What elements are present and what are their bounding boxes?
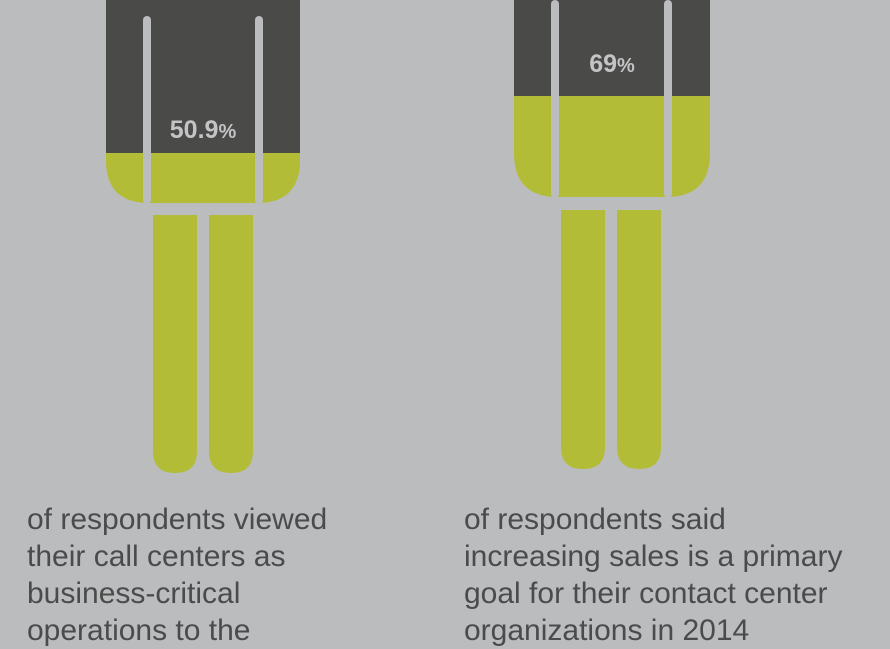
figure-1-leg-left (153, 215, 197, 473)
figure-1-percentage: 50.9% (170, 116, 236, 145)
figure-2-arm-gap-right (664, 0, 672, 198)
figure-1-caption-line: their call centers as (27, 540, 286, 573)
figure-2-caption-line: goal for their contact center (464, 577, 828, 610)
figure-2-value: 69 (589, 50, 618, 78)
figure-2-leg-right (617, 210, 661, 469)
figure-1-unit: % (218, 121, 237, 143)
figure-2-caption-line: increasing sales is a primary (464, 540, 843, 573)
figure-1-caption-line: operations to the (27, 614, 251, 647)
figure-2-leg-left (561, 210, 605, 469)
figure-2-caption-line: organizations in 2014 (464, 614, 750, 647)
figure-1-caption: of respondents viewed their call centers… (27, 501, 327, 649)
figure-1-value: 50.9 (169, 116, 219, 144)
figure-2-percentage: 69% (589, 50, 635, 79)
figure-2-arm-gap-left (551, 0, 559, 198)
figure-1-caption-line: business-critical (27, 577, 241, 610)
figure-2-caption: of respondents said increasing sales is … (464, 501, 842, 649)
figure-2-torso-dark (514, 0, 710, 96)
figure-1-arm-gap-right (255, 16, 263, 204)
figure-2-unit: % (617, 55, 635, 77)
figure-1-caption-line: of respondents viewed (27, 503, 328, 536)
figure-2-caption-line: of respondents said (464, 503, 726, 536)
figure-2-torso-fill (514, 96, 710, 197)
figure-1-arm-gap-left (143, 16, 151, 204)
figure-1-torso-fill (106, 153, 300, 203)
figure-1-torso-dark (106, 0, 300, 153)
figure-1-leg-right (209, 215, 253, 473)
